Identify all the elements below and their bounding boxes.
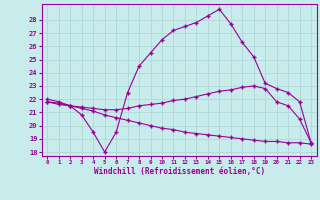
X-axis label: Windchill (Refroidissement éolien,°C): Windchill (Refroidissement éolien,°C) bbox=[94, 167, 265, 176]
